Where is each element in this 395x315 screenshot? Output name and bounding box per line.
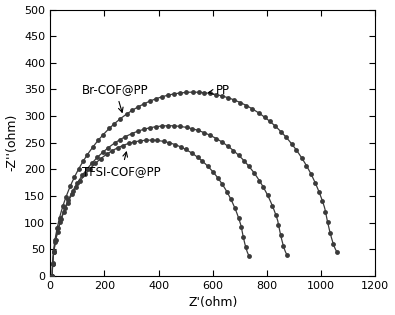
Text: Br-COF@PP: Br-COF@PP — [82, 83, 149, 112]
Y-axis label: -Z''(ohm): -Z''(ohm) — [6, 114, 19, 171]
X-axis label: Z'(ohm): Z'(ohm) — [188, 296, 237, 309]
Text: PP: PP — [209, 84, 229, 97]
Text: TFSI-COF@PP: TFSI-COF@PP — [82, 152, 161, 178]
